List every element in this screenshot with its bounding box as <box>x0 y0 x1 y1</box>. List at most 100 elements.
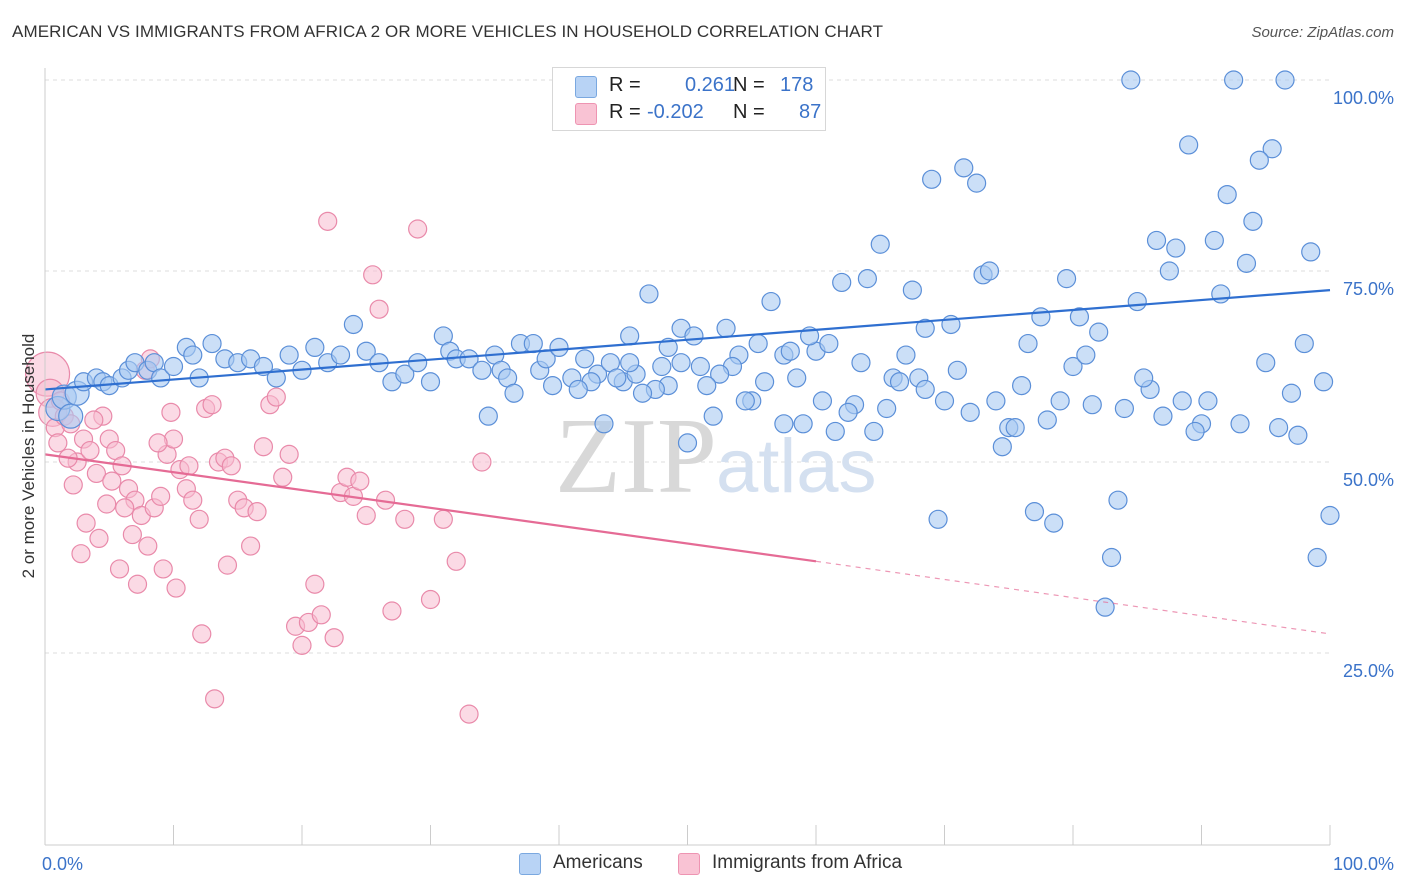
point-americans <box>395 364 415 384</box>
x-tick-label: 0.0% <box>42 854 83 874</box>
point-americans <box>832 272 852 293</box>
point-americans <box>1114 398 1135 419</box>
point-americans <box>1044 513 1064 533</box>
point-americans <box>1172 391 1192 411</box>
point-immigrants <box>356 505 376 526</box>
point-immigrants <box>86 463 107 484</box>
point-americans <box>851 353 871 373</box>
point-immigrants <box>324 628 344 648</box>
y-tick-label: 75.0% <box>1343 279 1394 299</box>
point-americans <box>1301 242 1321 262</box>
point-immigrants <box>97 494 117 514</box>
point-americans <box>671 353 691 373</box>
axes: 25.0% 50.0% 75.0% 100.0% 0.0% 100.0% <box>42 68 1394 874</box>
point-americans <box>690 356 710 377</box>
point-americans <box>253 356 274 377</box>
point-americans <box>677 433 698 453</box>
trend-line-immigrants-extrapolated <box>815 560 1331 635</box>
point-americans <box>1243 211 1263 231</box>
point-immigrants <box>253 437 274 457</box>
point-americans <box>1217 185 1237 205</box>
point-americans <box>1146 230 1167 251</box>
point-immigrants <box>122 524 142 545</box>
point-immigrants <box>395 509 415 529</box>
point-americans <box>356 341 376 361</box>
point-americans <box>632 383 653 403</box>
point-americans <box>934 391 955 411</box>
point-americans <box>947 360 967 380</box>
correlation-legend: R = 0.261 N = 178 R = -0.202 N = 87 <box>552 67 826 131</box>
point-americans <box>620 326 640 346</box>
point-americans <box>1082 395 1102 415</box>
point-americans <box>305 337 325 357</box>
point-americans <box>716 318 736 338</box>
point-immigrants <box>148 433 168 453</box>
point-americans <box>992 437 1012 457</box>
point-americans <box>1134 368 1154 388</box>
point-americans <box>825 421 845 442</box>
point-americans <box>915 318 935 338</box>
point-americans <box>202 333 222 354</box>
point-immigrants <box>408 219 428 239</box>
chart-source: Source: ZipAtlas.com <box>1251 24 1394 41</box>
point-americans <box>754 372 775 392</box>
point-americans <box>915 379 935 400</box>
legend-n-value: 178 <box>780 74 814 96</box>
chart-title: AMERICAN VS IMMIGRANTS FROM AFRICA 2 OR … <box>12 22 884 41</box>
point-immigrants <box>102 471 122 491</box>
point-immigrants <box>292 635 312 655</box>
point-immigrants <box>76 513 96 533</box>
point-americans <box>1063 356 1083 377</box>
point-americans <box>1108 490 1128 510</box>
legend-r-value: -0.202 <box>647 101 704 123</box>
point-immigrants <box>80 440 100 461</box>
point-americans <box>684 326 704 346</box>
point-americans <box>1127 291 1147 312</box>
point-americans <box>568 379 588 400</box>
legend-n-label: N = <box>733 101 765 123</box>
y-axis-label: 2 or more Vehicles in Household <box>19 334 38 579</box>
y-tick-label: 100.0% <box>1333 88 1394 108</box>
legend-swatch-pink <box>575 103 597 125</box>
point-immigrants <box>318 211 338 231</box>
point-immigrants <box>192 624 212 644</box>
point-immigrants <box>311 605 331 625</box>
legend-swatch-blue <box>575 76 597 98</box>
legend-r-value: 0.261 <box>685 74 736 96</box>
point-americans <box>408 353 428 373</box>
point-immigrants <box>151 486 171 506</box>
point-immigrants <box>382 601 402 621</box>
point-americans <box>864 421 884 442</box>
point-americans <box>857 269 878 289</box>
point-americans <box>472 360 492 380</box>
point-americans <box>343 314 363 335</box>
point-americans <box>1320 505 1340 526</box>
point-americans <box>954 158 974 178</box>
point-americans <box>607 368 627 388</box>
series-immigrants-points <box>24 211 492 724</box>
point-immigrants <box>205 689 225 709</box>
point-immigrants <box>279 444 299 464</box>
point-immigrants <box>241 536 261 556</box>
point-immigrants <box>420 589 441 610</box>
point-americans <box>979 261 1000 281</box>
x-tick-label: 100.0% <box>1333 854 1394 874</box>
point-americans <box>1307 547 1327 568</box>
point-americans <box>1031 307 1051 327</box>
point-americans <box>1037 410 1057 430</box>
legend-r-label: R = <box>609 101 641 123</box>
point-immigrants <box>115 498 135 518</box>
point-immigrants <box>161 402 181 422</box>
point-americans <box>279 345 299 365</box>
point-americans <box>183 345 203 365</box>
point-immigrants <box>266 387 286 407</box>
point-americans <box>504 383 524 403</box>
point-americans <box>163 356 184 377</box>
point-americans <box>1089 322 1109 342</box>
trend-lines <box>44 289 1331 635</box>
point-americans <box>922 169 942 189</box>
point-americans <box>330 345 351 365</box>
point-americans <box>1153 406 1173 426</box>
point-americans <box>523 333 543 354</box>
